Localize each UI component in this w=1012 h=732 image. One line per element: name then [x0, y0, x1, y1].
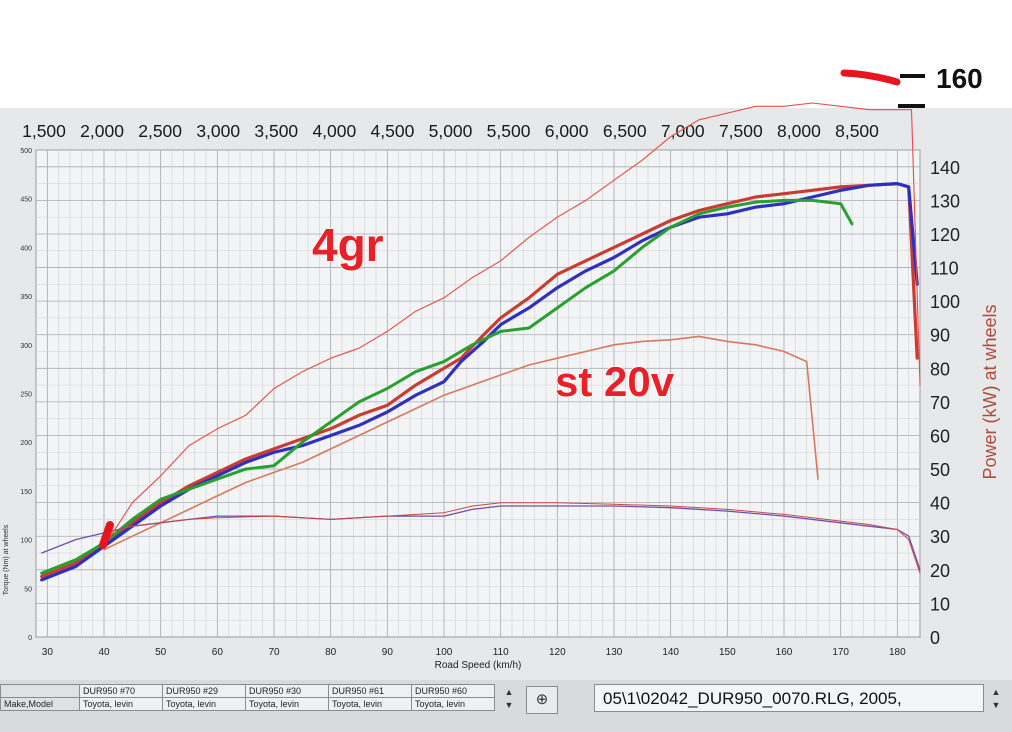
run-id-cell[interactable]: DUR950 #61	[329, 685, 412, 698]
x-tick-label: 130	[606, 647, 623, 658]
rpm-tick-label: 4,500	[371, 121, 415, 141]
power-axis-title: Power (kW) at wheels	[980, 304, 1000, 479]
marker-stroke	[844, 73, 897, 82]
chevron-up-icon[interactable]: ▲	[500, 686, 518, 699]
x-tick-label: 50	[155, 647, 167, 658]
annotation-st20v: st 20v	[555, 358, 675, 405]
power-tick-label: 130	[930, 191, 960, 211]
power-tick-label: 60	[930, 426, 950, 446]
run-make-cell: Toyota, levin	[412, 698, 495, 711]
rpm-tick-label: 1,500	[22, 121, 66, 141]
file-name-field[interactable]: 05\1\02042_DUR950_0070.RLG, 2005,	[594, 684, 984, 712]
zoom-button[interactable]: ⊕	[526, 686, 558, 714]
power-tick-label: 140	[930, 158, 960, 178]
rpm-tick-label: 4,000	[312, 121, 356, 141]
run-id-cell[interactable]: DUR950 #29	[163, 685, 246, 698]
torque-tick-label: 350	[20, 294, 32, 301]
annotation-160: 160	[936, 63, 983, 94]
x-tick-label: 110	[493, 647, 509, 658]
power-tick-label: 40	[930, 494, 950, 514]
rpm-tick-label: 2,000	[80, 121, 124, 141]
x-tick-label: 180	[889, 647, 906, 658]
rpm-tick-label: 5,000	[429, 121, 473, 141]
x-tick-label: 40	[98, 647, 110, 658]
rpm-tick-label: 7,500	[719, 121, 763, 141]
power-tick-label: 30	[930, 527, 950, 547]
torque-tick-label: 250	[20, 392, 32, 399]
power-tick-label: 0	[930, 628, 940, 648]
rpm-tick-label: 6,500	[603, 121, 647, 141]
x-tick-label: 150	[719, 647, 736, 658]
x-tick-label: 60	[212, 647, 224, 658]
rpm-tick-label: 7,000	[661, 121, 705, 141]
rpm-tick-label: 8,500	[835, 121, 879, 141]
x-tick-label: 30	[42, 647, 54, 658]
power-tick-label: 120	[930, 225, 960, 245]
power-tick-label: 80	[930, 359, 950, 379]
chevron-down-icon[interactable]: ▼	[500, 699, 518, 712]
x-tick-label: 120	[549, 647, 566, 658]
rpm-tick-label: 5,500	[487, 121, 531, 141]
run-table: DUR950 #70 DUR950 #29 DUR950 #30 DUR950 …	[0, 684, 495, 711]
chevron-up-icon[interactable]: ▲	[988, 686, 1004, 699]
run-make-cell: Toyota, levin	[163, 698, 246, 711]
x-axis-title: Road Speed (km/h)	[435, 660, 522, 671]
torque-axis-title: Torque (Nm) at wheels	[3, 524, 10, 595]
x-tick-label: 140	[662, 647, 679, 658]
x-tick-label: 70	[268, 647, 280, 658]
run-scroll-spinner[interactable]: ▲ ▼	[500, 686, 518, 714]
rpm-tick-label: 3,000	[196, 121, 240, 141]
chevron-down-icon[interactable]: ▼	[988, 699, 1004, 712]
run-make-cell: Toyota, levin	[246, 698, 329, 711]
power-tick-label: 70	[930, 393, 950, 413]
power-tick-label: 110	[930, 259, 959, 279]
x-tick-label: 90	[382, 647, 394, 658]
torque-tick-label: 200	[20, 440, 32, 447]
zoom-icon: ⊕	[536, 691, 549, 708]
x-tick-label: 160	[776, 647, 793, 658]
rpm-tick-label: 3,500	[254, 121, 298, 141]
rpm-tick-label: 6,000	[545, 121, 589, 141]
row-label-runs	[1, 685, 80, 698]
torque-tick-label: 400	[20, 245, 32, 252]
power-tick-label: 20	[930, 561, 950, 581]
run-id-cell[interactable]: DUR950 #70	[80, 685, 163, 698]
torque-tick-label: 500	[20, 148, 32, 155]
torque-tick-label: 450	[20, 197, 32, 204]
x-tick-label: 100	[436, 647, 453, 658]
row-label-make-model: Make,Model	[1, 698, 80, 711]
rpm-tick-label: 8,000	[777, 121, 821, 141]
x-tick-label: 80	[325, 647, 337, 658]
torque-tick-label: 0	[28, 635, 32, 642]
torque-tick-label: 300	[20, 343, 32, 350]
x-tick-label: 170	[832, 647, 849, 658]
power-tick-label: 50	[930, 460, 950, 480]
power-tick-label: 100	[930, 292, 960, 312]
file-scroll-spinner[interactable]: ▲ ▼	[988, 686, 1004, 714]
run-id-cell[interactable]: DUR950 #60	[412, 685, 495, 698]
torque-tick-label: 150	[20, 489, 32, 496]
rpm-tick-label: 2,500	[138, 121, 182, 141]
run-id-cell[interactable]: DUR950 #30	[246, 685, 329, 698]
annotation-4gr: 4gr	[312, 219, 384, 271]
run-make-cell: Toyota, levin	[329, 698, 412, 711]
torque-tick-label: 50	[24, 586, 32, 593]
torque-tick-label: 100	[20, 538, 32, 545]
power-tick-label: 90	[930, 326, 950, 346]
run-make-cell: Toyota, levin	[80, 698, 163, 711]
power-tick-label: 10	[930, 594, 950, 614]
